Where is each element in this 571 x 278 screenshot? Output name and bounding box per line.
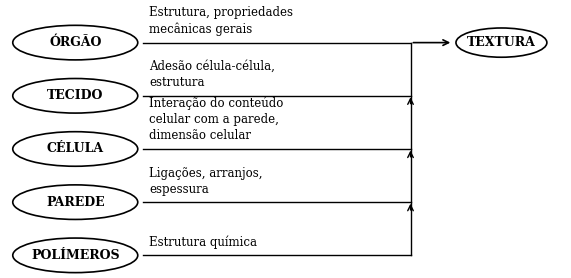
Text: Adesão célula-célula,
estrutura: Adesão célula-célula, estrutura: [149, 60, 275, 89]
Ellipse shape: [13, 185, 138, 219]
Text: Estrutura química: Estrutura química: [149, 235, 257, 249]
Text: POLÍMEROS: POLÍMEROS: [31, 249, 119, 262]
Ellipse shape: [13, 25, 138, 60]
Text: Interação do conteúdo
celular com a parede,
dimensão celular: Interação do conteúdo celular com a pare…: [149, 97, 284, 142]
Ellipse shape: [13, 238, 138, 273]
Ellipse shape: [456, 28, 547, 57]
Text: Estrutura, propriedades
mecânicas gerais: Estrutura, propriedades mecânicas gerais: [149, 6, 293, 36]
Text: TEXTURA: TEXTURA: [467, 36, 536, 49]
Text: Ligações, arranjos,
espessura: Ligações, arranjos, espessura: [149, 167, 263, 195]
Ellipse shape: [13, 78, 138, 113]
Text: TECIDO: TECIDO: [47, 89, 103, 102]
Text: ÓRGÃO: ÓRGÃO: [49, 36, 102, 49]
Text: PAREDE: PAREDE: [46, 196, 104, 209]
Text: CÉLULA: CÉLULA: [47, 143, 104, 155]
Ellipse shape: [13, 132, 138, 166]
